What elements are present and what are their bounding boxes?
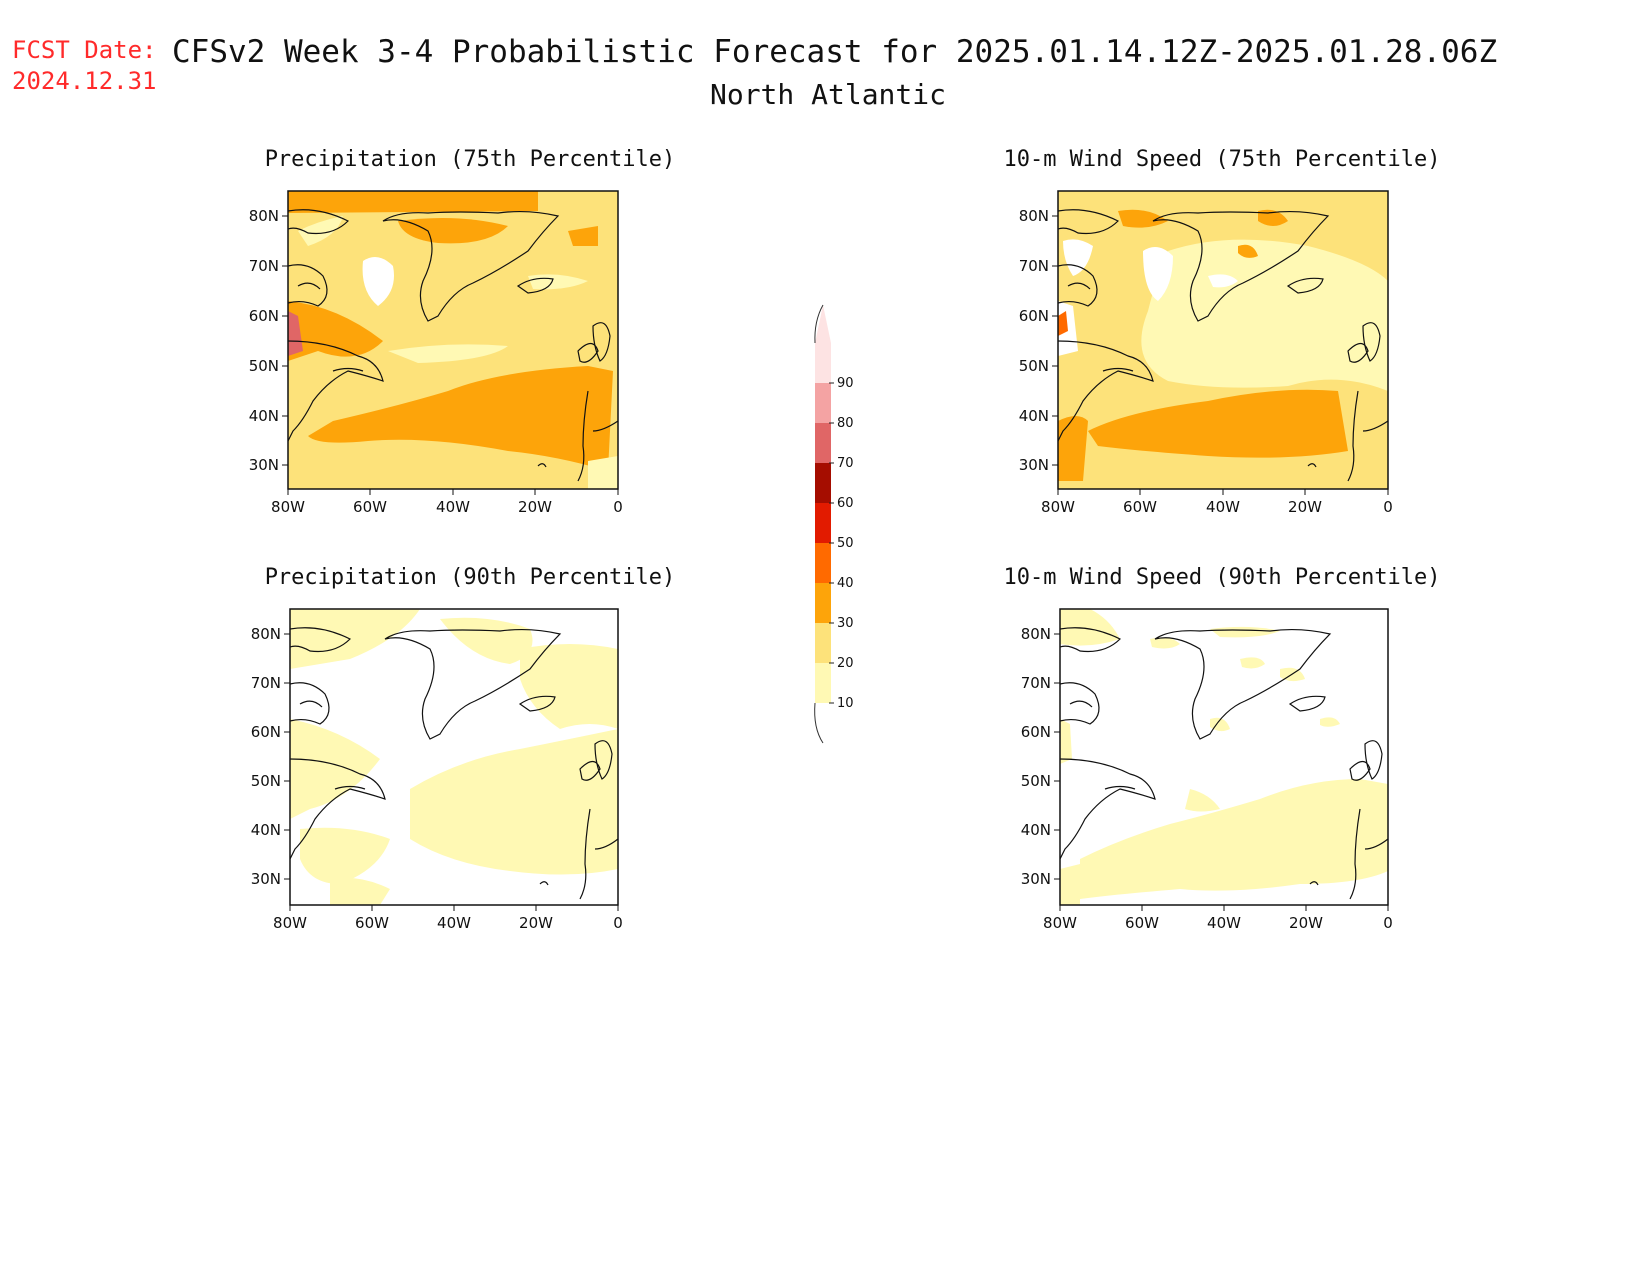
lon-label: 80W — [273, 914, 307, 932]
lon-label: 40W — [1206, 498, 1240, 516]
colorbar-tick-label: 90 — [837, 376, 854, 391]
colorbar-box-20 — [815, 623, 831, 663]
lat-label: 70N — [251, 674, 281, 692]
lat-label: 60N — [1019, 307, 1049, 325]
colorbar-box-30 — [815, 583, 831, 623]
colorbar-box-70 — [815, 423, 831, 463]
lat-label: 50N — [1021, 772, 1051, 790]
page-title: CFSv2 Week 3-4 Probabilistic Forecast fo… — [172, 34, 1498, 70]
panel-title: 10-m Wind Speed (90th Percentile) — [1003, 565, 1440, 590]
lon-label: 20W — [1289, 914, 1323, 932]
lon-label: 40W — [436, 498, 470, 516]
lon-label: 0 — [1383, 914, 1393, 932]
lon-label: 40W — [437, 914, 471, 932]
map-panel-precip-75: Precipitation (75th Percentile) — [230, 147, 676, 520]
lon-label: 40W — [1207, 914, 1241, 932]
colorbar-box-80 — [815, 383, 831, 423]
lon-label: 80W — [1043, 914, 1077, 932]
lat-label: 40N — [1019, 407, 1049, 425]
forecast-date-label: FCST Date: — [12, 36, 157, 64]
map-wind-75: 10-m Wind Speed (75th Percentile) — [1003, 147, 1440, 516]
lon-label: 20W — [518, 498, 552, 516]
lon-label: 20W — [519, 914, 553, 932]
lat-label: 60N — [1021, 723, 1051, 741]
lat-label: 50N — [1019, 357, 1049, 375]
panel-title: 10-m Wind Speed (75th Percentile) — [1003, 147, 1440, 172]
lat-label: 70N — [1021, 674, 1051, 692]
map-panel-wind-75: 10-m Wind Speed (75th Percentile) — [1000, 147, 1440, 520]
colorbar: 10 20 30 40 50 60 70 80 90 — [800, 304, 880, 750]
lon-label: 0 — [1383, 498, 1393, 516]
lon-label: 60W — [353, 498, 387, 516]
map-panel-wind-90: 10-m Wind Speed (90th Percentile) — [1000, 565, 1440, 938]
colorbar-tick-label: 20 — [837, 656, 854, 671]
colorbar-tick-label: 10 — [837, 696, 854, 711]
colorbar-box-90 — [815, 343, 831, 383]
colorbar-arrow-high — [815, 305, 831, 343]
map-precip-90: Precipitation (90th Percentile) — [251, 565, 676, 932]
lat-label: 80N — [1021, 625, 1051, 643]
panel-title: Precipitation (75th Percentile) — [265, 147, 676, 172]
lat-label: 70N — [1019, 257, 1049, 275]
lon-label: 0 — [613, 914, 623, 932]
lat-label: 30N — [1019, 456, 1049, 474]
map-panel-precip-90: Precipitation (90th Percentile) — [230, 565, 676, 938]
colorbar-box-60 — [815, 463, 831, 503]
panel-title: Precipitation (90th Percentile) — [265, 565, 676, 590]
colorbar-tick-label: 80 — [837, 416, 854, 431]
lat-label: 30N — [1021, 870, 1051, 888]
colorbar-tick-label: 30 — [837, 616, 854, 631]
forecast-date-value: 2024.12.31 — [12, 67, 157, 95]
colorbar-box-10 — [815, 663, 831, 703]
lat-label: 50N — [249, 357, 279, 375]
lon-label: 0 — [613, 498, 623, 516]
region-subtitle: North Atlantic — [709, 78, 946, 111]
lat-label: 80N — [249, 207, 279, 225]
lat-label: 80N — [251, 625, 281, 643]
lon-label: 80W — [271, 498, 305, 516]
lat-label: 30N — [249, 456, 279, 474]
map-wind-90: 10-m Wind Speed (90th Percentile) — [1003, 565, 1440, 932]
colorbar-box-40 — [815, 543, 831, 583]
lat-label: 40N — [251, 821, 281, 839]
lon-label: 60W — [355, 914, 389, 932]
colorbar-tick-label: 70 — [837, 456, 854, 471]
lon-label: 60W — [1123, 498, 1157, 516]
lat-label: 60N — [251, 723, 281, 741]
colorbar-arrow-low — [815, 703, 831, 741]
colorbar-tick-label: 40 — [837, 576, 854, 591]
lat-label: 40N — [249, 407, 279, 425]
colorbar-svg: 10 20 30 40 50 60 70 80 90 — [814, 304, 854, 744]
lat-label: 80N — [1019, 207, 1049, 225]
lat-label: 50N — [251, 772, 281, 790]
lat-label: 70N — [249, 257, 279, 275]
lon-label: 80W — [1041, 498, 1075, 516]
lon-label: 20W — [1288, 498, 1322, 516]
map-precip-75: Precipitation (75th Percentile) — [249, 147, 676, 516]
colorbar-tick-label: 60 — [837, 496, 854, 511]
colorbar-box-50 — [815, 503, 831, 543]
lat-label: 30N — [251, 870, 281, 888]
lon-label: 60W — [1125, 914, 1159, 932]
colorbar-tick-label: 50 — [837, 536, 854, 551]
lat-label: 60N — [249, 307, 279, 325]
lat-label: 40N — [1021, 821, 1051, 839]
